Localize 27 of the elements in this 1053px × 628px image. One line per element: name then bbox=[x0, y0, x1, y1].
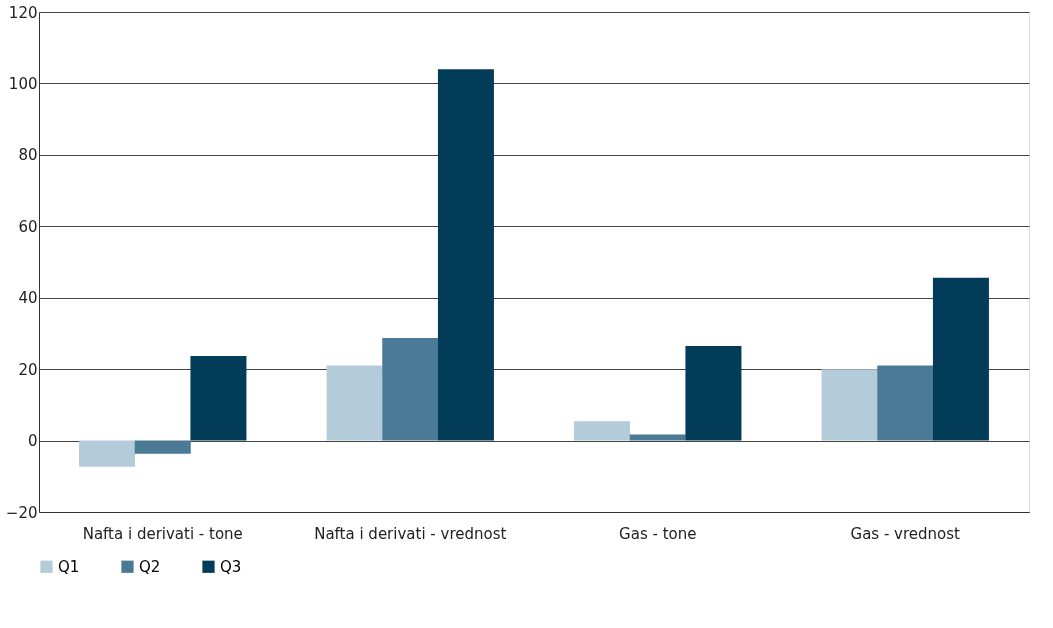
legend-label: Q2 bbox=[139, 557, 161, 576]
bar bbox=[437, 69, 494, 441]
y-tick-label: 0 bbox=[27, 432, 38, 451]
bar bbox=[685, 345, 742, 441]
x-tick-label: Nafta i derivati - tone bbox=[82, 524, 243, 543]
y-tick-label: 80 bbox=[18, 146, 38, 165]
bar bbox=[877, 365, 934, 441]
y-tick-label: 40 bbox=[18, 289, 38, 308]
bar bbox=[326, 365, 383, 441]
bar bbox=[382, 338, 439, 441]
y-tick-label: 20 bbox=[18, 360, 38, 379]
bar bbox=[134, 440, 191, 454]
bar bbox=[629, 434, 686, 441]
y-tick-label: −20 bbox=[5, 503, 38, 522]
y-tick-label: 120 bbox=[8, 3, 38, 22]
x-tick-label: Gas - tone bbox=[619, 524, 697, 543]
bar bbox=[190, 355, 247, 441]
y-tick-label: 60 bbox=[18, 217, 38, 236]
bar bbox=[821, 369, 878, 441]
legend-label: Q3 bbox=[220, 557, 242, 576]
bar bbox=[932, 277, 989, 441]
x-tick-label: Gas - vrednost bbox=[850, 524, 961, 543]
bar bbox=[574, 421, 631, 441]
y-tick-label: 100 bbox=[8, 74, 38, 93]
legend-label: Q1 bbox=[58, 557, 80, 576]
bar bbox=[79, 440, 136, 467]
x-tick-label: Nafta i derivati - vrednost bbox=[314, 524, 507, 543]
